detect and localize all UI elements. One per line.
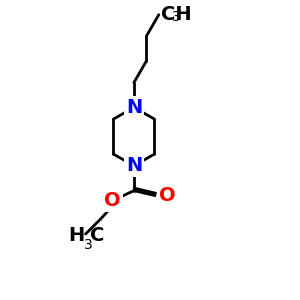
Text: O: O <box>104 191 121 210</box>
Text: C: C <box>90 226 105 245</box>
Text: 3: 3 <box>172 10 181 24</box>
Text: O: O <box>158 186 175 205</box>
Text: H: H <box>68 226 84 245</box>
Text: 3: 3 <box>84 238 93 252</box>
Text: CH: CH <box>161 5 192 24</box>
Text: N: N <box>126 156 142 175</box>
Text: N: N <box>126 98 142 117</box>
